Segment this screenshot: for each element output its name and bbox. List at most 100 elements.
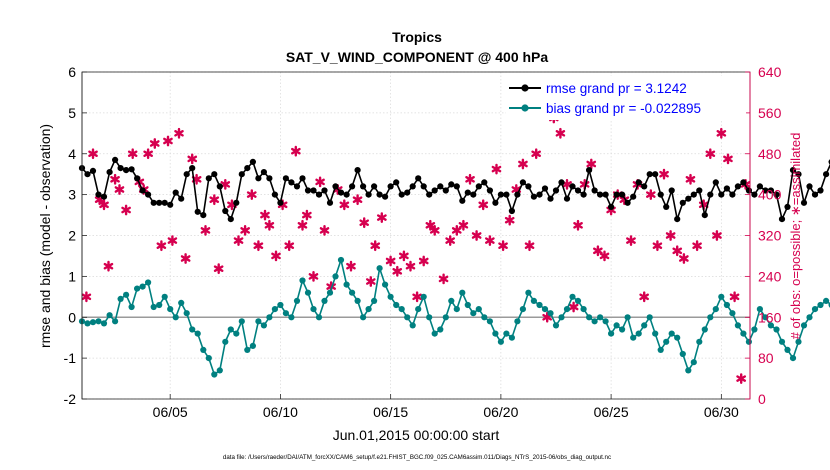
rmse-point xyxy=(349,183,356,190)
rmse-point xyxy=(811,191,819,198)
bias-point xyxy=(134,285,141,292)
rmse-point xyxy=(597,191,604,198)
bias-point xyxy=(806,314,813,321)
bias-point xyxy=(238,318,245,325)
assimilated-point xyxy=(498,240,508,252)
bias-point xyxy=(211,371,218,378)
left-y-tick-label: -1 xyxy=(64,350,77,366)
right-y-tick-label: 400 xyxy=(758,187,782,203)
bias-point xyxy=(128,303,135,311)
bias-point xyxy=(811,306,819,313)
assimilated-point xyxy=(405,260,416,272)
bias-point xyxy=(823,297,830,304)
rmse-point xyxy=(690,191,697,198)
assimilated-point xyxy=(308,271,319,282)
rmse-series xyxy=(78,156,830,223)
bias-point xyxy=(282,310,289,317)
bias-point xyxy=(762,314,769,321)
assimilated-point xyxy=(121,204,131,216)
rmse-point xyxy=(183,171,190,178)
bias-point xyxy=(712,306,719,313)
rmse-point xyxy=(288,179,295,186)
right-y-tick-label: 160 xyxy=(758,309,782,325)
bias-point xyxy=(304,289,312,296)
chart-title: Tropics xyxy=(392,29,442,45)
right-y-tick-label: 640 xyxy=(758,64,782,80)
bias-point xyxy=(100,320,108,327)
rmse-point xyxy=(740,179,747,186)
rmse-point xyxy=(123,167,130,174)
bias-point xyxy=(244,346,251,353)
rmse-point xyxy=(574,187,582,194)
assimilated-point xyxy=(412,291,422,303)
assimilated-point xyxy=(339,199,350,211)
rmse-point xyxy=(84,171,91,178)
rmse-point xyxy=(586,167,593,174)
rmse-point xyxy=(806,183,813,190)
bias-point xyxy=(167,306,174,313)
assimilated-point xyxy=(346,260,356,272)
bias-point xyxy=(641,322,648,329)
assimilated-point xyxy=(260,209,270,221)
x-tick-label: 06/25 xyxy=(594,404,629,420)
assimilated-point xyxy=(163,135,173,147)
right-y-tick-label: 80 xyxy=(758,350,774,366)
bias-point xyxy=(619,326,626,333)
rmse-point xyxy=(117,165,124,172)
assimilated-point xyxy=(555,127,566,139)
x-tick-label: 06/20 xyxy=(483,404,518,420)
assimilated-point xyxy=(315,176,325,188)
bias-point xyxy=(106,312,113,319)
left-y-tick-label: 6 xyxy=(68,64,76,80)
rmse-point xyxy=(773,191,780,198)
rmse-point xyxy=(249,158,256,165)
bias-point xyxy=(558,314,565,321)
rmse-point xyxy=(734,183,742,190)
bias-point xyxy=(409,322,416,329)
rmse-point xyxy=(481,179,488,186)
bias-point xyxy=(586,314,593,321)
x-axis-label: Jun.01,2015 00:00:00 start xyxy=(333,427,500,443)
rmse-point xyxy=(382,193,389,200)
rmse-point xyxy=(519,179,527,186)
bias-point xyxy=(260,322,267,329)
bias-point xyxy=(89,319,97,326)
data-file-footer: data file: /Users/raeder/DAI/ATM_forcXX/… xyxy=(223,454,611,461)
bias-point xyxy=(216,367,223,374)
rmse-point xyxy=(525,183,532,190)
legend-rmse-label: rmse grand pr = 3.1242 xyxy=(546,81,687,96)
bias-point xyxy=(729,310,736,317)
assimilated-point xyxy=(458,219,469,231)
bias-point xyxy=(326,289,334,296)
assimilated-point xyxy=(418,255,429,267)
bias-point xyxy=(84,320,91,327)
assimilated-point xyxy=(491,163,502,175)
bias-point xyxy=(481,314,488,321)
rmse-point xyxy=(635,179,642,186)
bias-point xyxy=(337,256,345,264)
assimilated-point xyxy=(392,265,403,277)
bias-point xyxy=(415,306,422,313)
rmse-point xyxy=(194,208,201,215)
rmse-point xyxy=(762,187,769,194)
assimilated-point xyxy=(240,224,251,236)
bias-point xyxy=(723,301,731,309)
bias-point xyxy=(663,338,670,345)
rmse-point xyxy=(222,207,229,215)
assimilated-point xyxy=(451,224,462,236)
rmse-point xyxy=(156,199,163,206)
bias-point xyxy=(365,306,372,313)
rmse-point xyxy=(304,187,312,194)
bias-point xyxy=(800,322,808,329)
rmse-point xyxy=(608,203,615,210)
bias-point xyxy=(288,314,295,321)
assimilated-point xyxy=(465,173,475,185)
bias-point xyxy=(205,355,212,362)
assimilated-point xyxy=(103,260,114,272)
rmse-point xyxy=(354,167,361,174)
bias-point xyxy=(530,297,538,304)
legend: rmse grand pr = 3.1242 bias grand pr = -… xyxy=(506,76,746,120)
bias-point xyxy=(150,303,157,311)
bias-point xyxy=(789,355,797,362)
assimilated-point xyxy=(271,250,281,262)
